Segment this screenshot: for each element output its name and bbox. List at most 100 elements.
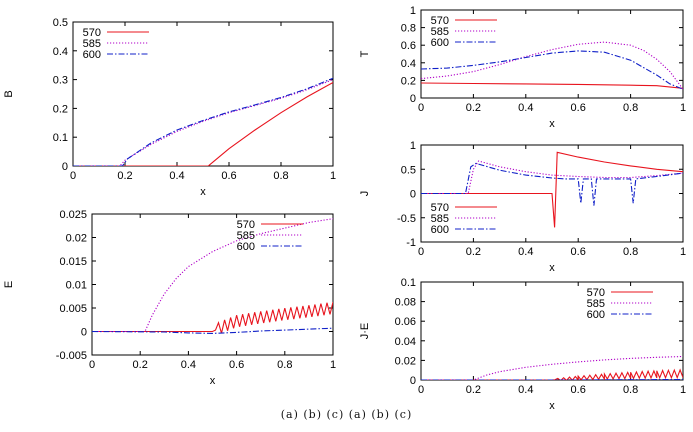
legend-label: 600 <box>83 49 101 61</box>
y-tick-label: 1 <box>410 140 416 152</box>
series-line-600 <box>421 162 683 206</box>
series-line-600 <box>421 378 683 380</box>
y-tick-label: 0.1 <box>401 277 416 289</box>
x-tick-label: 0.4 <box>181 359 196 371</box>
y-tick-label: 0.01 <box>66 280 87 292</box>
x-tick-label: 0 <box>418 246 424 258</box>
y-axis-label: J <box>359 191 371 197</box>
y-tick-label: 0.02 <box>66 233 87 245</box>
series-line-570 <box>421 151 683 228</box>
chart-je: 0 0.2 0.4 0.6 0.8 1 0 0.02 0.04 0.06 0.08 0.1 x J·E 57… <box>359 277 686 412</box>
y-tick-label: 0.3 <box>53 75 68 87</box>
x-tick-label: 1 <box>330 359 336 371</box>
x-tick-label: 0.6 <box>221 170 236 182</box>
x-tick-label: 0.2 <box>117 170 132 182</box>
x-tick-label: 0 <box>89 359 95 371</box>
y-tick-label: 0 <box>62 161 68 173</box>
legend-label: 585 <box>431 26 449 38</box>
y-tick-label: 0.005 <box>59 303 87 315</box>
series-line-570 <box>421 82 683 89</box>
y-tick-label: 0.8 <box>401 23 416 35</box>
y-tick-label: -0.005 <box>56 350 87 362</box>
y-tick-label: 0.08 <box>395 297 416 309</box>
x-tick-label: 0.4 <box>518 102 533 114</box>
y-tick-label: 0.04 <box>395 336 416 348</box>
legend-label: 600 <box>587 309 605 321</box>
x-axis-label: x <box>549 400 555 412</box>
series-line-600 <box>92 327 333 334</box>
series-line-600 <box>73 77 333 166</box>
x-tick-label: 0.6 <box>571 384 586 396</box>
x-tick-label: 0.8 <box>623 384 638 396</box>
x-tick-label: 0.2 <box>466 246 481 258</box>
x-tick-label: 0 <box>418 102 424 114</box>
x-axis-label: x <box>210 375 216 387</box>
x-tick-label: 0.2 <box>466 384 481 396</box>
x-tick-label: 0.2 <box>133 359 148 371</box>
y-tick-label: 0.4 <box>401 58 416 70</box>
series-line-585 <box>421 355 683 380</box>
series-line-570 <box>92 301 333 334</box>
x-tick-label: 0 <box>70 170 76 182</box>
legend-label: 570 <box>587 287 605 299</box>
y-axis-label: E <box>3 281 15 288</box>
y-tick-label: -0.5 <box>397 213 416 225</box>
y-tick-label: 0.2 <box>53 103 68 115</box>
y-tick-label: 0.2 <box>401 75 416 87</box>
legend-label: 570 <box>431 202 449 214</box>
y-tick-label: 0.025 <box>59 209 87 221</box>
x-tick-label: 0.4 <box>518 384 533 396</box>
y-tick-label: 0 <box>410 189 416 201</box>
x-tick-label: 0 <box>418 384 424 396</box>
x-tick-label: 0.6 <box>571 246 586 258</box>
x-axis-label: x <box>549 262 555 274</box>
x-tick-label: 0.8 <box>623 246 638 258</box>
x-tick-label: 1 <box>680 384 686 396</box>
y-tick-label: 0.015 <box>59 256 87 268</box>
y-tick-label: 0.5 <box>401 164 416 176</box>
legend-label: 585 <box>83 38 101 50</box>
y-tick-label: 0 <box>81 327 87 339</box>
x-tick-label: 1 <box>680 246 686 258</box>
y-tick-label: 0.1 <box>53 132 68 144</box>
x-axis-label: x <box>549 118 555 130</box>
x-tick-label: 1 <box>330 170 336 182</box>
legend-label: 585 <box>431 213 449 225</box>
figure-caption: (a) (b) (c) (a) (b) (c) <box>280 408 413 421</box>
x-axis-label: x <box>200 186 206 198</box>
series-line-570 <box>73 82 333 166</box>
chart-e: 0 0.2 0.4 0.6 0.8 1-0.00500.0050.010.0150.020… <box>3 209 336 387</box>
series-line-585 <box>92 218 333 333</box>
plot-frame <box>420 281 684 381</box>
y-tick-label: -1 <box>406 237 416 249</box>
y-tick-label: 0 <box>410 93 416 105</box>
x-tick-label: 0.6 <box>571 102 586 114</box>
legend-label: 570 <box>237 219 255 231</box>
y-axis-label: J·E <box>359 323 371 340</box>
y-axis-label: B <box>3 90 15 97</box>
chart-b: 0 0.2 0.4 0.6 0.8 1 0 0.1 0.2 0.3 0.4 0.5 x B 57058560… <box>3 17 336 198</box>
y-axis-label: T <box>359 50 371 57</box>
legend-label: 600 <box>431 37 449 49</box>
x-tick-label: 0.8 <box>623 102 638 114</box>
legend-label: 570 <box>83 27 101 39</box>
y-tick-label: 0.6 <box>401 40 416 52</box>
series-line-570 <box>421 368 683 380</box>
y-tick-label: 0 <box>410 375 416 387</box>
x-tick-label: 0.4 <box>518 246 533 258</box>
y-tick-label: 0.4 <box>53 46 68 58</box>
y-tick-label: 0.02 <box>395 355 416 367</box>
y-tick-label: 0.06 <box>395 316 416 328</box>
legend-label: 570 <box>431 15 449 27</box>
legend-label: 600 <box>237 241 255 253</box>
x-tick-label: 0.4 <box>169 170 184 182</box>
series-line-600 <box>421 50 683 90</box>
x-tick-label: 0.6 <box>229 359 244 371</box>
